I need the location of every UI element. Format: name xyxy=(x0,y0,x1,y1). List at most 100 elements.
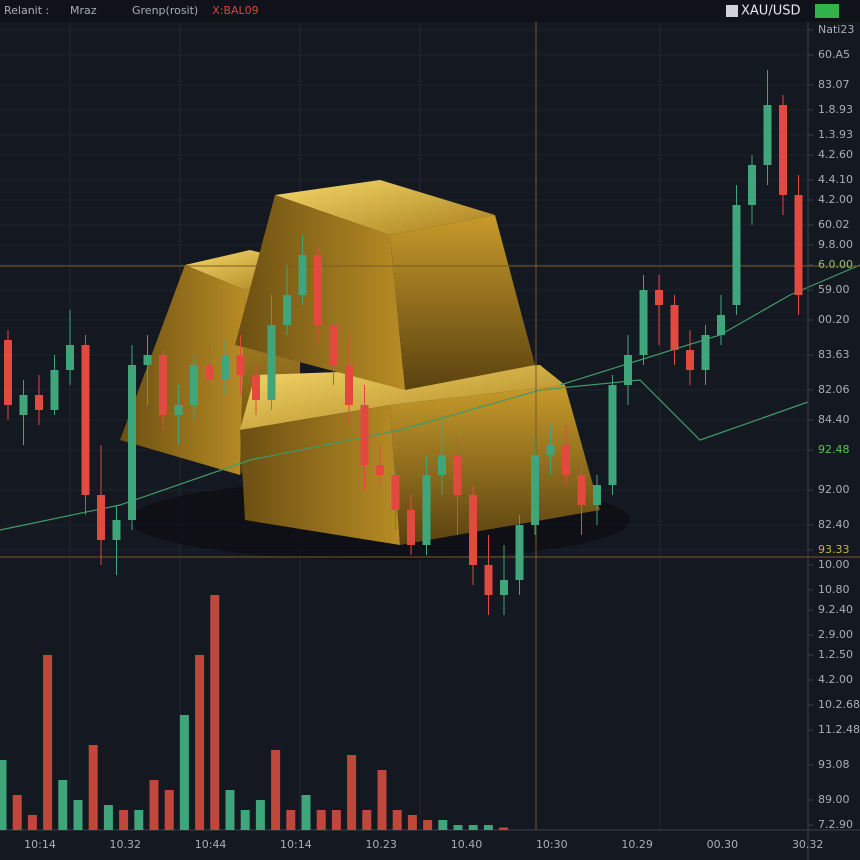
candle-body xyxy=(298,255,307,295)
candle-body xyxy=(35,395,43,410)
y-tick-label: 00.20 xyxy=(818,313,850,326)
volume-bar xyxy=(377,770,387,830)
y-tick-label: 10.80 xyxy=(818,583,850,596)
candle-body xyxy=(66,345,74,370)
x-tick-label: 00.30 xyxy=(707,838,739,851)
candle-body xyxy=(531,455,539,525)
y-tick-label: 4.2.00 xyxy=(818,673,853,686)
volume-bar xyxy=(0,760,7,830)
volume-bar xyxy=(119,810,129,830)
volume-bar xyxy=(58,780,68,830)
y-tick-label: 83.07 xyxy=(818,78,850,91)
x-tick-label: 10:44 xyxy=(195,838,227,851)
volume-bar xyxy=(347,755,357,830)
y-tick-label: 93.33 xyxy=(818,543,850,556)
candle-body xyxy=(484,565,493,595)
volume-bar xyxy=(407,815,417,830)
volume-bar xyxy=(12,795,22,830)
bar-front xyxy=(390,215,535,390)
candle-body xyxy=(562,445,570,475)
candle-body xyxy=(639,290,648,355)
y-tick-label: 92.00 xyxy=(818,483,850,496)
volume-bar xyxy=(331,810,341,830)
candle-body xyxy=(174,405,183,415)
bar-top xyxy=(275,180,495,235)
candle-body xyxy=(748,165,756,205)
y-tick-label: 7.2.90 xyxy=(818,818,853,831)
y-tick-label: 84.40 xyxy=(818,413,850,426)
volume-bar xyxy=(362,810,372,830)
candle-body xyxy=(112,520,121,540)
candle-body xyxy=(469,495,477,565)
volume-bar xyxy=(88,745,98,830)
candle-body xyxy=(577,475,586,505)
volume-bar xyxy=(210,595,220,830)
volume-bar xyxy=(468,825,478,830)
header-item[interactable]: Grenp(rosit) xyxy=(132,4,198,17)
volume-bar xyxy=(392,810,402,830)
x-tick-label: 10:30 xyxy=(536,838,568,851)
candle-body xyxy=(655,290,663,305)
header-bar xyxy=(0,0,860,22)
candle-body xyxy=(267,325,276,400)
x-tick-label: 10.32 xyxy=(110,838,142,851)
x-tick-label: 10.23 xyxy=(365,838,397,851)
volume-bar xyxy=(438,820,448,830)
volume-bar xyxy=(423,820,433,830)
y-tick-label: 4.2.00 xyxy=(818,193,853,206)
x-tick-label: 10:14 xyxy=(280,838,312,851)
candle-body xyxy=(19,395,28,415)
y-tick-label: 92.48 xyxy=(818,443,850,456)
candle-body xyxy=(794,195,803,295)
candle-body xyxy=(732,205,741,305)
header-item[interactable]: X:BAL09 xyxy=(212,4,258,17)
y-tick-label: 60.A5 xyxy=(818,48,850,61)
bar-top xyxy=(240,365,565,430)
header-item[interactable]: Relanit : xyxy=(4,4,49,17)
candle-body xyxy=(376,465,384,475)
candle-body xyxy=(717,315,725,335)
volume-bar xyxy=(179,715,189,830)
volume-bar xyxy=(240,810,250,830)
candle-body xyxy=(515,525,524,580)
y-tick-label: 4.2.60 xyxy=(818,148,853,161)
x-tick-label: 30.32 xyxy=(792,838,824,851)
status-indicator xyxy=(815,4,839,18)
candle-body xyxy=(593,485,601,505)
volume-bar xyxy=(301,795,311,830)
volume-bar xyxy=(149,780,159,830)
candle-body xyxy=(205,365,214,380)
y-tick-label: 9.8.00 xyxy=(818,238,853,251)
candle-body xyxy=(236,355,245,375)
volume-bar xyxy=(225,790,235,830)
symbol[interactable]: XAU/USD xyxy=(741,4,800,19)
volume-bar xyxy=(164,790,174,830)
volume-bar xyxy=(255,800,265,830)
volume-bar xyxy=(195,655,205,830)
candle-body xyxy=(624,355,632,385)
candle-body xyxy=(143,355,152,365)
y-tick-label: 59.00 xyxy=(818,283,850,296)
y-tick-label: 9.2.40 xyxy=(818,603,853,616)
candle-body xyxy=(159,355,167,415)
candle-body xyxy=(360,405,369,465)
header-item[interactable]: Mraz xyxy=(70,4,97,17)
candle-body xyxy=(190,365,198,405)
y-tick-label: 1.8.93 xyxy=(818,103,853,116)
y-tick-label: Nati23 xyxy=(818,23,854,36)
y-tick-label: 83.63 xyxy=(818,348,850,361)
volume-bar xyxy=(453,825,463,830)
candle-body xyxy=(670,305,679,350)
y-tick-label: 4.4.10 xyxy=(818,173,853,186)
y-tick-label: 11.2.48 xyxy=(818,723,860,736)
volume-bar xyxy=(483,825,493,830)
y-tick-label: 1.2.50 xyxy=(818,648,853,661)
candle-body xyxy=(329,325,338,365)
candle-body xyxy=(422,475,431,545)
y-tick-label: 60.02 xyxy=(818,218,850,231)
candle-body xyxy=(608,385,617,485)
candle-body xyxy=(407,510,415,545)
candle-body xyxy=(763,105,772,165)
y-tick-label: 10.00 xyxy=(818,558,850,571)
